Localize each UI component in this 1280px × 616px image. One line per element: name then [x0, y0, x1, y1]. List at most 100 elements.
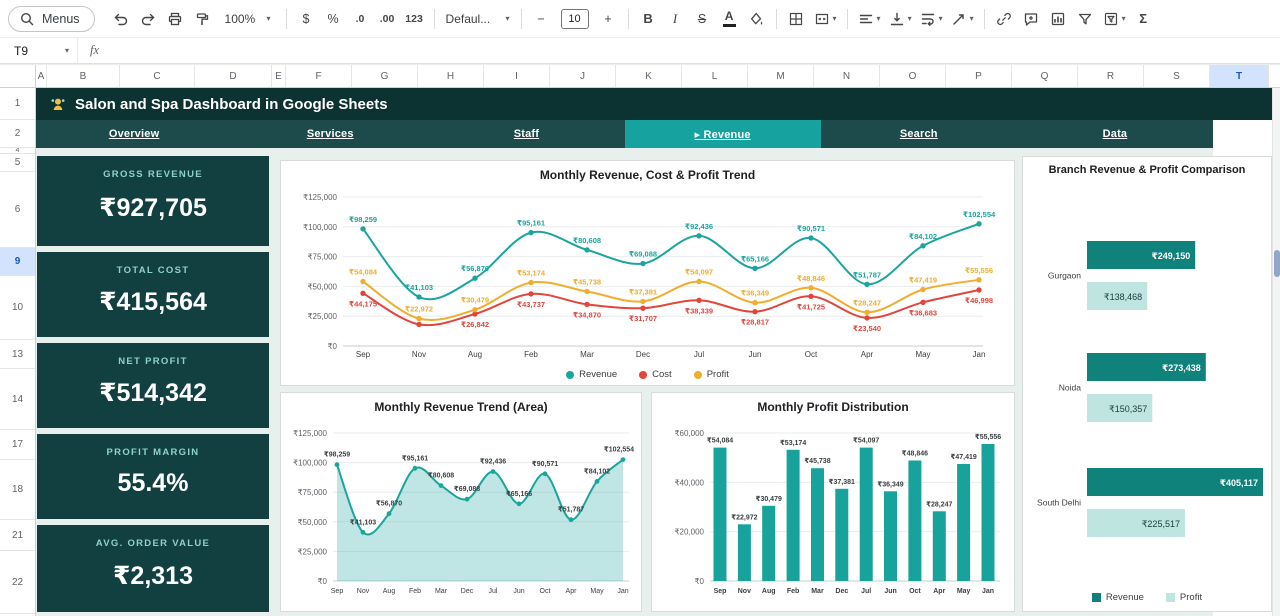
svg-text:Jun: Jun	[749, 350, 762, 359]
column-header-L[interactable]: L	[682, 65, 748, 87]
row-header-13[interactable]: 13	[0, 340, 35, 369]
row-header-14[interactable]: 14	[0, 369, 35, 430]
column-header-B[interactable]: B	[47, 65, 120, 87]
create-filter-button[interactable]	[1073, 6, 1098, 32]
nav-tab-revenue[interactable]: ▸ Revenue	[624, 120, 821, 148]
formula-input[interactable]	[111, 38, 1280, 63]
column-header-D[interactable]: D	[195, 65, 272, 87]
more-formats-button[interactable]: 123	[402, 6, 427, 32]
strikethrough-button[interactable]: S	[690, 6, 715, 32]
functions-button[interactable]: Σ	[1131, 6, 1156, 32]
increase-decimals-button[interactable]: .00	[375, 6, 400, 32]
chart-profit-distribution[interactable]: ₹0 ₹20,000 ₹40,000 ₹60,000 Sep Nov Aug Feb Mar De…	[651, 392, 1015, 612]
paint-format-button[interactable]	[190, 6, 215, 32]
nav-tab-staff[interactable]: Staff	[428, 120, 624, 148]
borders-button[interactable]	[784, 6, 809, 32]
svg-text:₹75,000: ₹75,000	[307, 253, 337, 262]
column-header-R[interactable]: R	[1078, 65, 1144, 87]
nav-tab-overview[interactable]: Overview	[36, 120, 232, 148]
increase-font-size-button[interactable]: +	[596, 6, 621, 32]
row-header-21[interactable]: 21	[0, 520, 35, 551]
insert-chart-button[interactable]	[1046, 6, 1071, 32]
svg-text:₹75,000: ₹75,000	[297, 488, 327, 497]
sheet-canvas[interactable]: Salon and Spa Dashboard in Google Sheets…	[36, 88, 1272, 616]
column-header-A[interactable]: A	[36, 65, 47, 87]
kpi-card-net-profit[interactable]: NET PROFIT ₹514,342	[37, 343, 269, 428]
vertical-scrollbar[interactable]	[1272, 88, 1280, 616]
undo-button[interactable]	[109, 6, 134, 32]
scrollbar-thumb[interactable]	[1274, 250, 1280, 277]
vertical-align-button[interactable]: ▾	[886, 6, 915, 32]
column-header-E[interactable]: E	[272, 65, 286, 87]
column-header-F[interactable]: F	[286, 65, 352, 87]
nav-tab-label: ▸ Revenue	[694, 128, 751, 141]
row-header-1[interactable]: 1	[0, 88, 35, 120]
zoom-select[interactable]: 100% ▾	[221, 6, 275, 32]
row-header-22[interactable]: 22	[0, 551, 35, 614]
svg-text:Noida: Noida	[1059, 383, 1081, 393]
column-header-O[interactable]: O	[880, 65, 946, 87]
insert-link-button[interactable]	[992, 6, 1017, 32]
kpi-card-total-cost[interactable]: TOTAL COST ₹415,564	[37, 252, 269, 337]
text-color-button[interactable]: A	[717, 6, 742, 32]
column-header-G[interactable]: G	[352, 65, 418, 87]
text-wrap-button[interactable]: ▾	[917, 6, 946, 32]
fill-color-button[interactable]	[744, 6, 769, 32]
nav-tab-search[interactable]: Search	[821, 120, 1017, 148]
nav-tab-label: Data	[1102, 128, 1128, 140]
column-header-T[interactable]: T	[1210, 65, 1269, 87]
column-header-H[interactable]: H	[418, 65, 484, 87]
italic-button[interactable]: I	[663, 6, 688, 32]
chart-revenue-area[interactable]: ₹0 ₹25,000 ₹50,000 ₹75,000 ₹100,000 ₹125,000 S…	[280, 392, 642, 612]
row-header-5[interactable]: 5	[0, 154, 35, 172]
row-header-9[interactable]: 9	[0, 248, 35, 276]
text-rotation-button[interactable]: ▾	[948, 6, 977, 32]
svg-text:₹225,517: ₹225,517	[1142, 519, 1180, 529]
column-header-J[interactable]: J	[550, 65, 616, 87]
horizontal-align-button[interactable]: ▾	[855, 6, 884, 32]
column-header-I[interactable]: I	[484, 65, 550, 87]
column-header-Q[interactable]: Q	[1012, 65, 1078, 87]
kpi-card-gross-revenue[interactable]: GROSS REVENUE ₹927,705	[37, 156, 269, 246]
row-header-6[interactable]: 6	[0, 172, 35, 248]
format-currency-button[interactable]: $	[294, 6, 319, 32]
svg-text:Aug: Aug	[468, 350, 482, 359]
kpi-card-avg-order-value[interactable]: AVG. ORDER VALUE ₹2,313	[37, 525, 269, 612]
row-header-10[interactable]: 10	[0, 276, 35, 340]
column-header-N[interactable]: N	[814, 65, 880, 87]
filter-views-button[interactable]: ▾	[1100, 6, 1129, 32]
merge-cells-button[interactable]: ▾	[811, 6, 840, 32]
font-family-select[interactable]: Defaul... ▾	[442, 6, 514, 32]
svg-text:₹80,608: ₹80,608	[428, 472, 454, 480]
bold-button[interactable]: B	[636, 6, 661, 32]
row-header-4[interactable]: 4	[0, 148, 35, 154]
column-header-P[interactable]: P	[946, 65, 1012, 87]
row-header-2[interactable]: 2	[0, 120, 35, 148]
decrease-font-size-button[interactable]: −	[529, 6, 554, 32]
column-header-S[interactable]: S	[1144, 65, 1210, 87]
column-header-M[interactable]: M	[748, 65, 814, 87]
nav-tab-services[interactable]: Services	[232, 120, 428, 148]
column-header-K[interactable]: K	[616, 65, 682, 87]
svg-text:₹31,707: ₹31,707	[629, 314, 657, 323]
chart-title: Monthly Revenue Trend (Area)	[374, 400, 548, 414]
menus-button[interactable]: Menus	[8, 5, 95, 32]
format-percent-button[interactable]: %	[321, 6, 346, 32]
column-header-C[interactable]: C	[120, 65, 195, 87]
insert-comment-button[interactable]	[1019, 6, 1044, 32]
print-button[interactable]	[163, 6, 188, 32]
redo-button[interactable]	[136, 6, 161, 32]
kpi-card-profit-margin[interactable]: PROFIT MARGIN 55.4%	[37, 434, 269, 519]
decrease-decimals-button[interactable]: .0	[348, 6, 373, 32]
chart-monthly-trend[interactable]: ₹0 ₹25,000 ₹50,000 ₹75,000 ₹100,000 ₹125,000 S…	[280, 160, 1015, 386]
select-all-corner[interactable]	[0, 65, 36, 87]
row-header-17[interactable]: 17	[0, 430, 35, 460]
legend-item-revenue: Revenue	[566, 369, 617, 380]
chart-branch-comparison[interactable]: Gurgaon ₹249,150 ₹138,468 Noida ₹273,438 ₹150…	[1022, 156, 1272, 612]
chart-title: Monthly Profit Distribution	[757, 400, 909, 414]
font-size-input[interactable]: 10	[560, 8, 589, 29]
row-header-18[interactable]: 18	[0, 460, 35, 520]
svg-text:₹69,088: ₹69,088	[454, 485, 480, 493]
nav-tab-data[interactable]: Data	[1017, 120, 1213, 148]
name-box[interactable]: T9 ▾	[0, 38, 78, 63]
